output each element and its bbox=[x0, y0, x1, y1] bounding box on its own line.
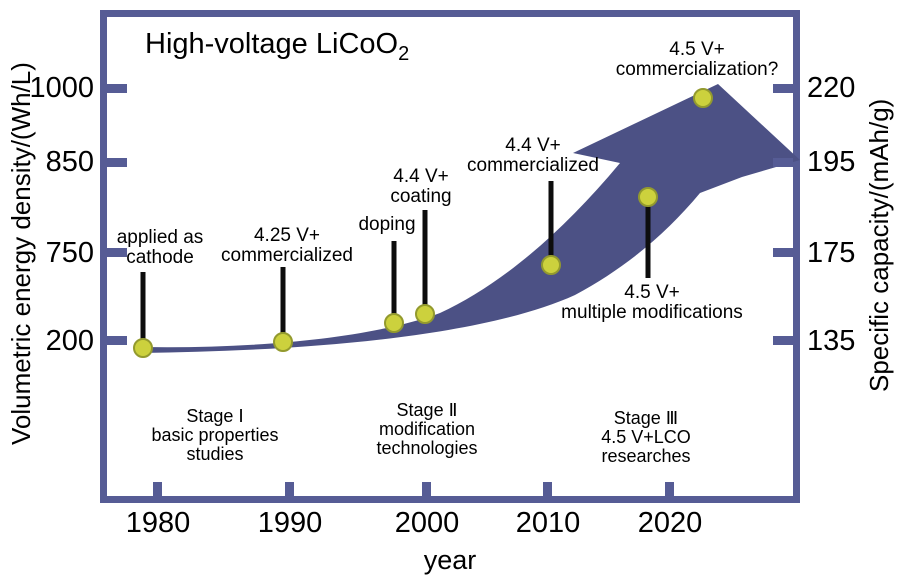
x-tick-label-2010: 2010 bbox=[515, 507, 581, 539]
stage-line: Stage Ⅰ bbox=[186, 406, 244, 426]
x-tick-label-2000: 2000 bbox=[394, 507, 460, 539]
annotation-line: multiple modifications bbox=[561, 302, 743, 323]
annotation-line: 4.25 V+ bbox=[253, 225, 321, 246]
event-markers bbox=[133, 88, 713, 358]
x-tick-1990 bbox=[285, 482, 294, 496]
annotation-425v-commercialized: 4.25 V+ commercialized bbox=[221, 226, 353, 266]
figure-title-subscript: 2 bbox=[398, 42, 410, 65]
x-tick-2020 bbox=[665, 482, 674, 496]
annotation-line: cathode bbox=[126, 247, 194, 268]
right-axis-title: Specific capacity/(mAh/g) bbox=[864, 98, 894, 392]
left-tick-label-200: 200 bbox=[45, 325, 94, 357]
left-axis-title: Volumetric energy density/(Wh/L) bbox=[6, 62, 36, 446]
annotation-line: coating bbox=[390, 186, 452, 207]
stage-line: modification bbox=[378, 419, 476, 439]
annotation-line: commercialized bbox=[221, 245, 353, 266]
figure-title: High-voltage LiCoO2 bbox=[145, 28, 409, 66]
stage-line: basic properties bbox=[151, 425, 279, 445]
plot-frame bbox=[100, 10, 800, 503]
left-tick-200 bbox=[107, 336, 127, 345]
annotation-line: doping bbox=[358, 214, 416, 235]
data-point-1998 bbox=[384, 313, 404, 333]
stage-line: Stage Ⅲ bbox=[613, 408, 679, 428]
right-tick-220 bbox=[773, 84, 793, 93]
trend-arrow-icon bbox=[140, 84, 800, 353]
right-tick-label-220: 220 bbox=[807, 72, 856, 104]
annotation-44v-coating: 4.4 V+ coating bbox=[390, 167, 451, 207]
data-point-2000 bbox=[415, 304, 435, 324]
stage-line: Stage Ⅱ bbox=[396, 400, 458, 420]
stage-3-label: Stage Ⅲ 4.5 V+LCO researches bbox=[601, 409, 691, 466]
stage-1-label: Stage Ⅰ basic properties studies bbox=[151, 407, 278, 464]
annotation-line: 4.4 V+ bbox=[505, 135, 561, 156]
left-tick-label-850: 850 bbox=[45, 146, 94, 178]
data-point-1989 bbox=[273, 332, 293, 352]
x-tick-1980 bbox=[153, 482, 162, 496]
x-axis-title: year bbox=[423, 545, 477, 575]
stage-line: researches bbox=[601, 446, 691, 466]
annotation-line: 4.5 V+ bbox=[624, 282, 680, 303]
stage-line: technologies bbox=[376, 438, 478, 458]
stage-line: 4.5 V+LCO bbox=[601, 427, 691, 447]
right-tick-label-135: 135 bbox=[807, 325, 856, 357]
annotation-line: commercialized bbox=[467, 155, 599, 176]
data-point-1979 bbox=[133, 338, 153, 358]
right-tick-175 bbox=[773, 248, 793, 257]
right-tick-135 bbox=[773, 336, 793, 345]
x-tick-2010 bbox=[543, 482, 552, 496]
annotation-applied-as-cathode: applied as cathode bbox=[117, 228, 204, 268]
annotation-line: 4.5 V+ bbox=[669, 39, 725, 60]
left-tick-850 bbox=[107, 158, 127, 167]
right-tick-195 bbox=[773, 158, 793, 167]
x-tick-label-1980: 1980 bbox=[125, 507, 191, 539]
x-tick-label-1990: 1990 bbox=[257, 507, 323, 539]
annotation-line: commercialization? bbox=[615, 59, 779, 80]
annotation-45v-commercialization: 4.5 V+ commercialization? bbox=[616, 40, 779, 80]
x-tick-label-2020: 2020 bbox=[637, 507, 703, 539]
annotation-45v-multiple-modifications: 4.5 V+ multiple modifications bbox=[561, 283, 743, 323]
data-point-2018 bbox=[638, 187, 658, 207]
right-tick-label-195: 195 bbox=[807, 146, 856, 178]
left-tick-750 bbox=[107, 248, 127, 257]
data-point-2023 bbox=[693, 88, 713, 108]
stage-line: studies bbox=[186, 444, 244, 464]
left-tick-label-750: 750 bbox=[45, 237, 94, 269]
left-tick-1000 bbox=[107, 84, 127, 93]
left-tick-label-1000: 1000 bbox=[29, 72, 94, 104]
annotation-line: applied as bbox=[116, 227, 204, 248]
right-tick-label-175: 175 bbox=[807, 237, 856, 269]
stage-2-label: Stage Ⅱ modification technologies bbox=[376, 401, 477, 458]
annotation-44v-commercialized: 4.4 V+ commercialized bbox=[467, 136, 599, 176]
annotation-doping: doping bbox=[358, 215, 415, 235]
data-point-2010 bbox=[541, 255, 561, 275]
figure-title-main: High-voltage LiCoO bbox=[145, 28, 399, 60]
annotation-line: 4.4 V+ bbox=[393, 166, 449, 187]
x-tick-2000 bbox=[422, 482, 431, 496]
